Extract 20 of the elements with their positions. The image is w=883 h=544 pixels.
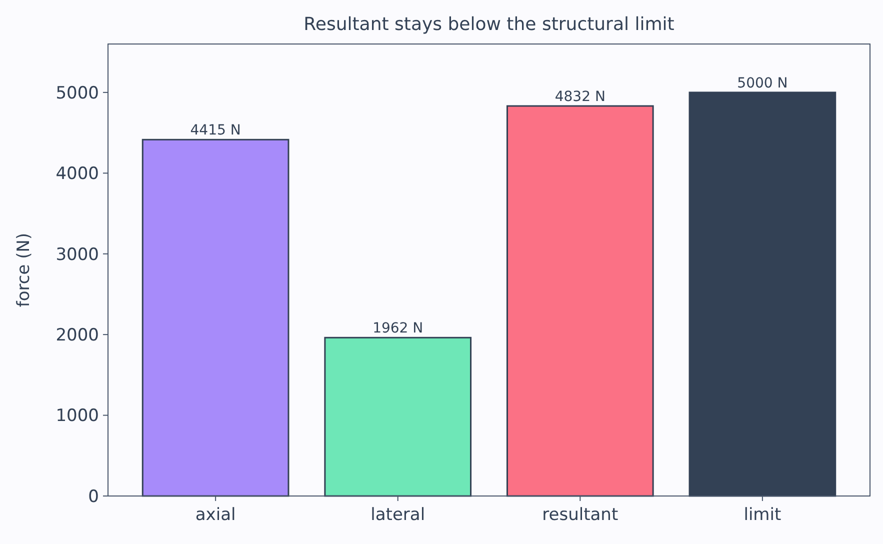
- x-tick-label: lateral: [370, 505, 426, 525]
- bar: [142, 138, 290, 497]
- data-label: 5000 N: [737, 75, 788, 92]
- y-axis-title: force (N): [14, 232, 34, 308]
- y-tick-label: 4000: [56, 164, 99, 184]
- y-tick-label: 1000: [56, 406, 99, 426]
- y-tick-label: 5000: [56, 83, 99, 104]
- chart-title: Resultant stays below the structural limit: [304, 14, 674, 35]
- data-label: 1962 N: [372, 320, 424, 337]
- y-tick-label: 2000: [56, 326, 99, 346]
- data-label: 4415 N: [190, 122, 241, 139]
- bar: [324, 336, 472, 497]
- x-tick-label: limit: [744, 505, 782, 525]
- bar: [506, 105, 654, 497]
- y-tick-label: 0: [88, 486, 99, 507]
- bar: [688, 92, 836, 497]
- x-tick-label: axial: [195, 505, 236, 525]
- x-tick-label: resultant: [542, 505, 618, 525]
- data-label: 4832 N: [554, 88, 606, 105]
- y-tick-label: 3000: [56, 244, 99, 265]
